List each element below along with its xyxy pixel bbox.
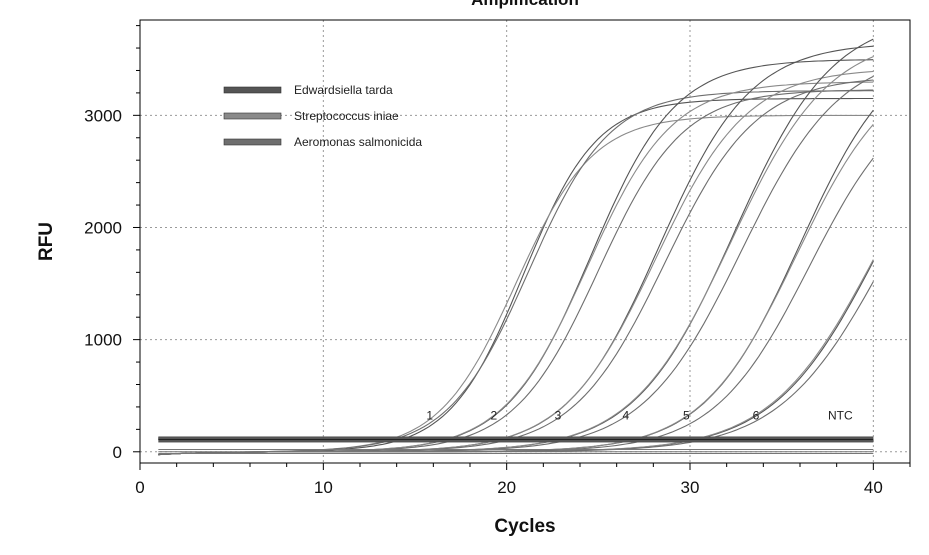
legend-swatch [224, 113, 281, 119]
legend-label: Edwardsiella tarda [294, 83, 393, 97]
dilution-label: 6 [753, 408, 760, 422]
dilution-label: 5 [683, 408, 690, 422]
threshold-band [158, 436, 873, 442]
x-tick-label: 0 [135, 478, 144, 497]
x-axis-title: Cycles [494, 516, 555, 537]
legend-label: Aeromonas salmonicida [294, 135, 422, 149]
y-tick-label: 3000 [84, 106, 122, 125]
x-tick-label: 30 [681, 478, 700, 497]
y-tick-label: 1000 [84, 331, 122, 350]
dilution-label: 2 [490, 408, 497, 422]
legend-label: Streptococcus iniae [294, 109, 399, 123]
legend-swatch [224, 87, 281, 93]
chart-title: Amplification [471, 0, 579, 9]
legend-swatch [224, 139, 281, 145]
y-tick-label: 2000 [84, 218, 122, 237]
dilution-label: 4 [622, 408, 629, 422]
y-tick-label: 0 [113, 443, 122, 462]
x-tick-label: 40 [864, 478, 883, 497]
dilution-label: NTC [828, 408, 853, 422]
dilution-label: 3 [555, 408, 562, 422]
y-axis-title: RFU [36, 222, 57, 261]
x-tick-label: 10 [314, 478, 333, 497]
legend: Edwardsiella tarda Streptococcus iniae Aer… [224, 83, 422, 149]
x-tick-label: 20 [497, 478, 516, 497]
dilution-label: 1 [426, 408, 433, 422]
